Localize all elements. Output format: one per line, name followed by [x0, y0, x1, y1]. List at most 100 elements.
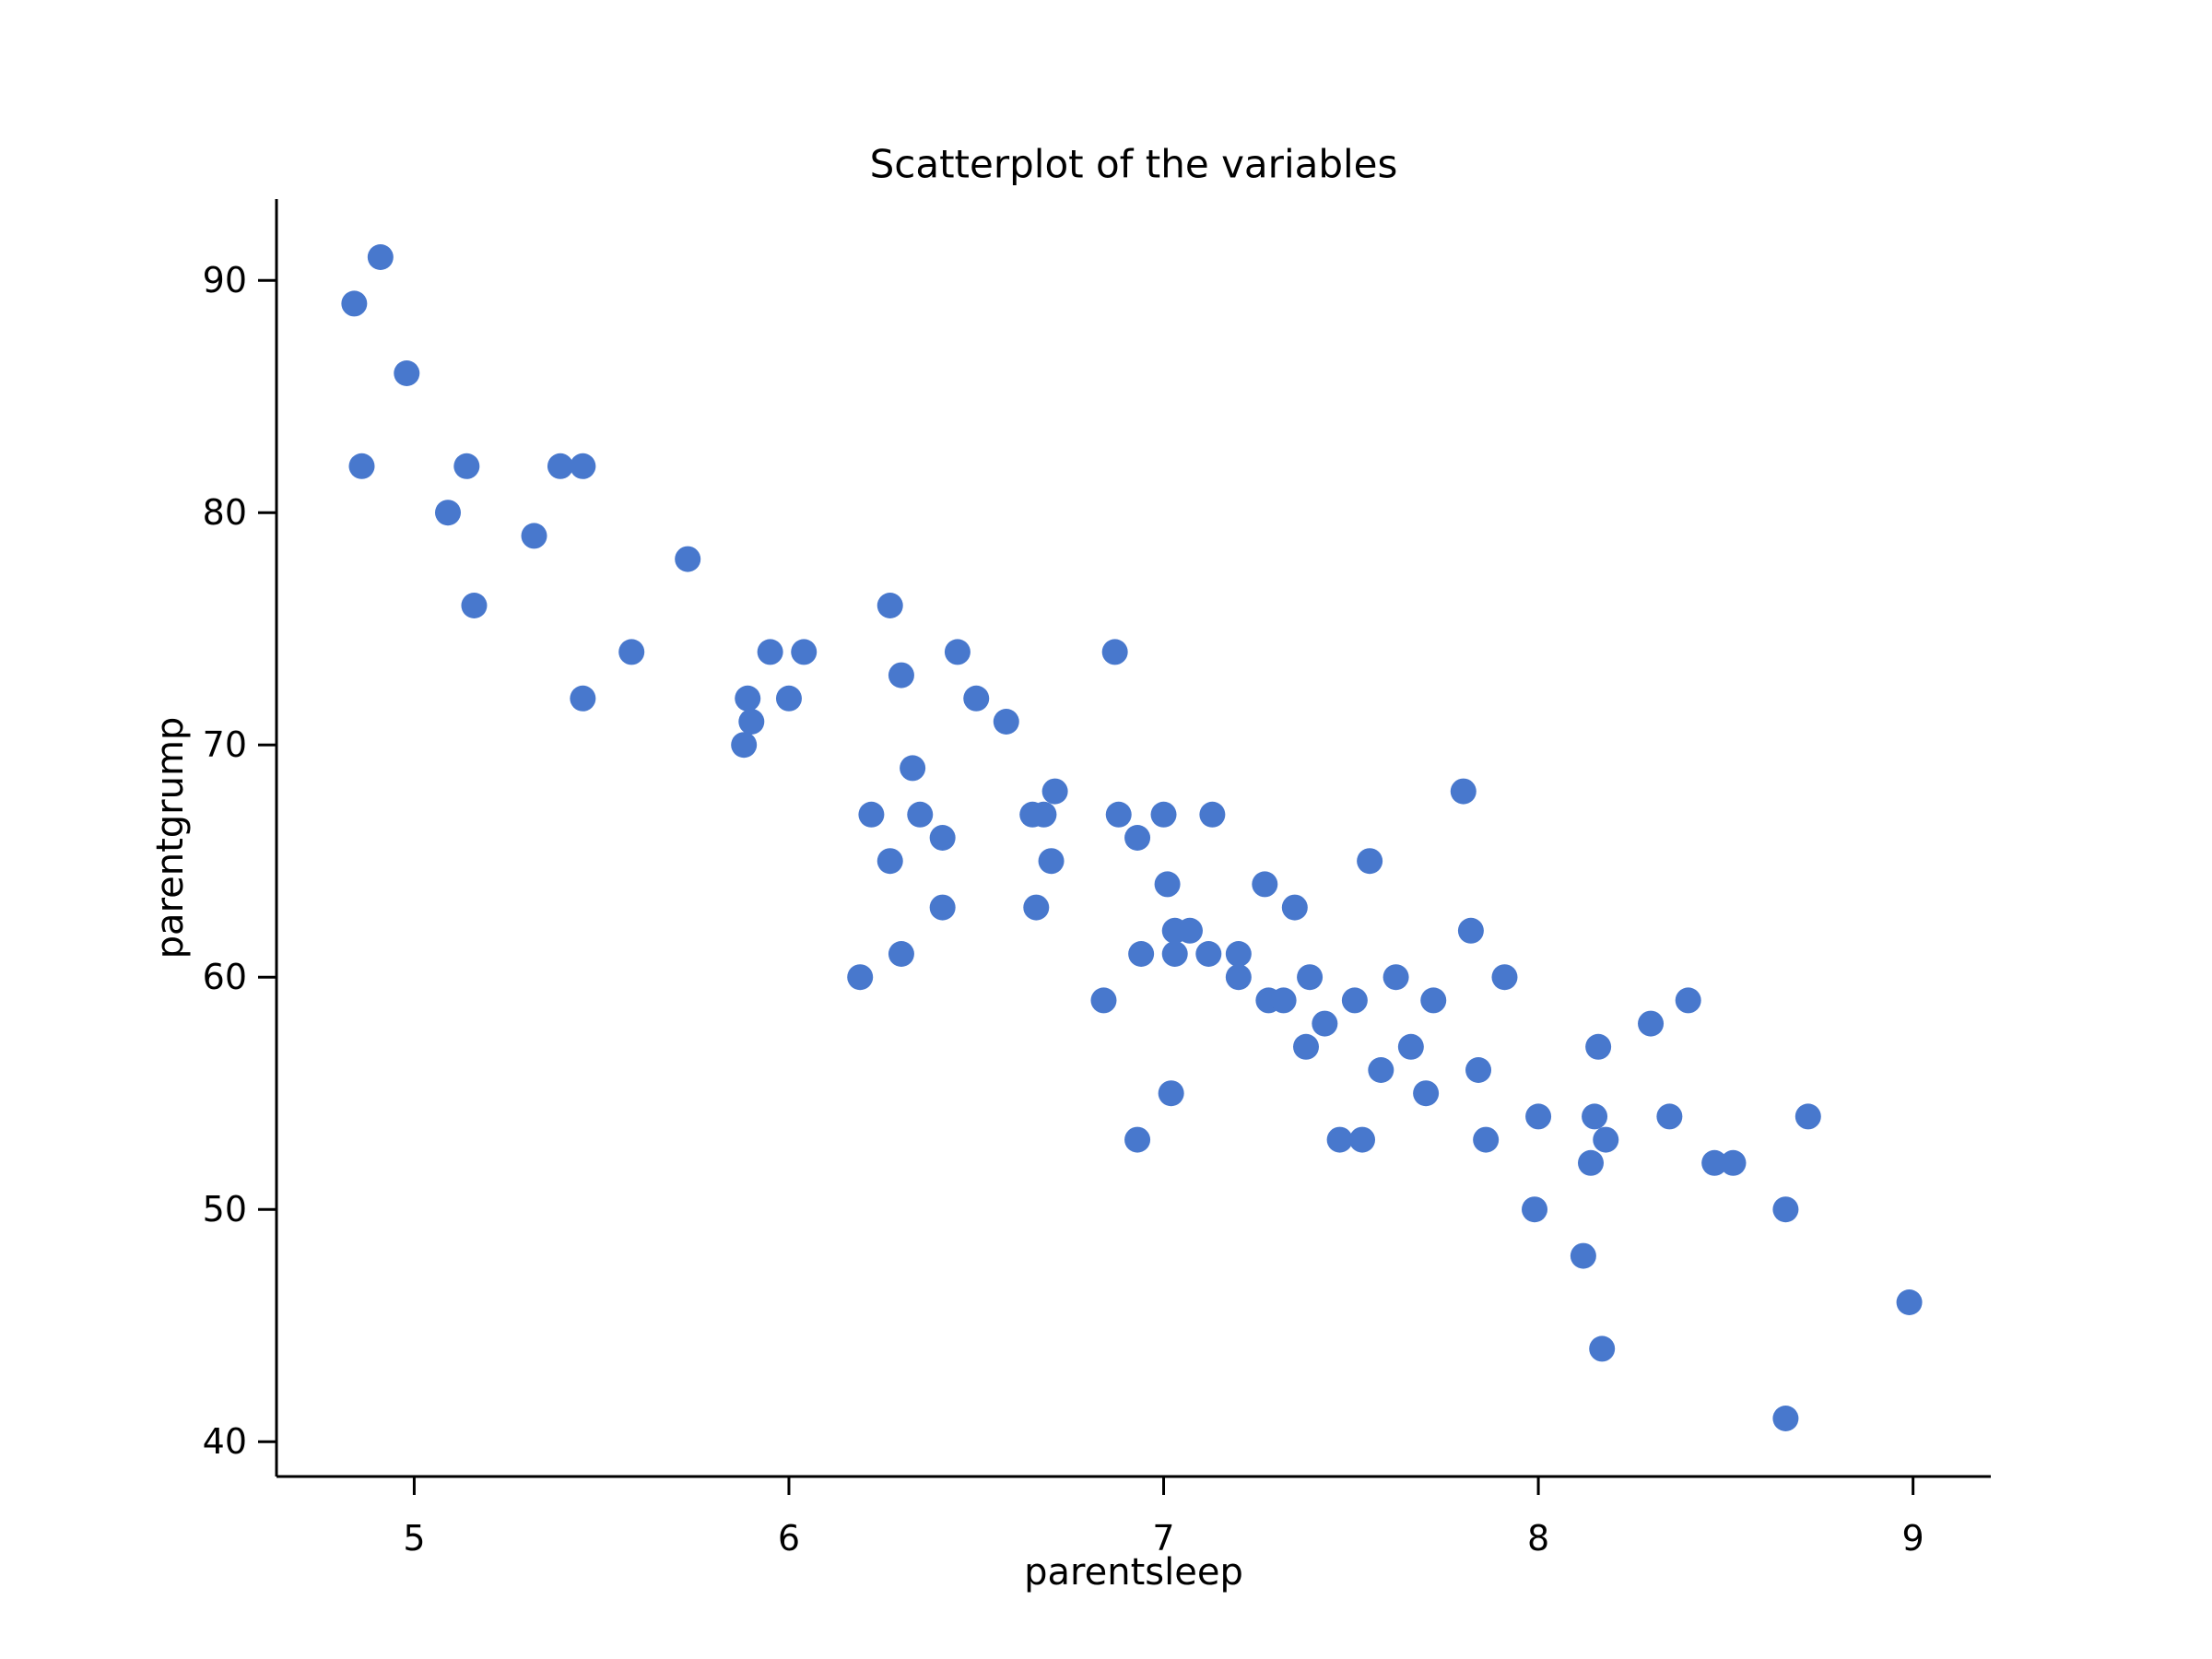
data-point — [735, 685, 761, 712]
x-tick-label: 9 — [1902, 1518, 1924, 1559]
data-point — [1638, 1010, 1665, 1037]
y-tick-label: 90 — [203, 260, 247, 300]
data-point — [847, 964, 874, 991]
data-point — [1124, 1126, 1151, 1153]
data-point — [453, 453, 480, 479]
data-point — [1225, 964, 1252, 991]
x-axis-label: parentsleep — [1024, 1551, 1243, 1594]
x-tick-label: 8 — [1527, 1518, 1549, 1559]
data-point — [1341, 987, 1368, 1014]
data-point — [888, 662, 914, 688]
data-point — [1199, 801, 1226, 828]
data-point — [1794, 1103, 1821, 1130]
x-tick-label: 6 — [778, 1518, 800, 1559]
data-point — [1420, 987, 1447, 1014]
data-point — [1297, 964, 1324, 991]
x-tick-label: 5 — [403, 1518, 425, 1559]
data-point — [1030, 801, 1057, 828]
data-point — [1589, 1335, 1616, 1362]
data-point — [1158, 1080, 1184, 1107]
y-tick-label: 40 — [203, 1421, 247, 1462]
data-point — [1656, 1103, 1683, 1130]
data-point — [461, 593, 488, 618]
data-point — [1896, 1289, 1923, 1315]
data-point — [1349, 1126, 1375, 1153]
data-point — [367, 244, 394, 270]
data-point — [1457, 917, 1484, 944]
data-point — [1161, 941, 1188, 967]
data-point — [907, 801, 934, 828]
data-point — [570, 453, 596, 479]
data-point — [348, 453, 375, 479]
data-point — [1473, 1126, 1500, 1153]
data-point — [929, 894, 956, 921]
data-point — [1124, 825, 1151, 851]
data-point — [877, 593, 903, 618]
data-point — [1154, 871, 1181, 898]
y-tick-label: 60 — [203, 957, 247, 997]
y-axis-label: parentgrump — [149, 716, 192, 959]
data-point — [1090, 987, 1117, 1014]
data-point — [1772, 1196, 1799, 1223]
data-point — [1368, 1057, 1394, 1083]
data-point — [1720, 1149, 1747, 1176]
data-point — [1312, 1010, 1338, 1037]
chart-title: Scatterplot of the variables — [869, 141, 1398, 187]
data-point — [1413, 1080, 1440, 1107]
data-point — [1105, 801, 1132, 828]
data-point — [1023, 894, 1050, 921]
data-point — [791, 639, 818, 665]
data-point — [1150, 801, 1177, 828]
data-point — [929, 825, 956, 851]
data-point — [1176, 917, 1203, 944]
data-point — [1281, 894, 1308, 921]
data-point — [1570, 1242, 1596, 1269]
data-point — [888, 941, 914, 967]
data-point — [1397, 1033, 1424, 1060]
y-tick-label: 70 — [203, 724, 247, 765]
data-point — [1522, 1196, 1548, 1223]
data-point — [1585, 1033, 1612, 1060]
data-point — [521, 523, 547, 549]
data-point — [1525, 1103, 1552, 1130]
data-point — [731, 732, 758, 759]
data-point — [1225, 941, 1252, 967]
data-point — [1101, 639, 1128, 665]
data-point — [1491, 964, 1518, 991]
data-point — [877, 848, 903, 875]
y-tick-label: 80 — [203, 492, 247, 533]
data-point — [1772, 1406, 1799, 1431]
data-point — [1293, 1033, 1320, 1060]
data-point — [547, 453, 573, 479]
data-point — [1357, 848, 1383, 875]
data-point — [1465, 1057, 1492, 1083]
data-point — [675, 546, 701, 572]
data-point — [1041, 778, 1068, 805]
data-point — [1578, 1149, 1604, 1176]
data-point — [1270, 987, 1297, 1014]
data-point — [394, 360, 420, 386]
data-point — [1593, 1126, 1619, 1153]
data-point — [1382, 964, 1409, 991]
data-point — [570, 685, 596, 712]
data-point — [1128, 941, 1155, 967]
data-point — [1450, 778, 1477, 805]
data-point — [944, 639, 971, 665]
data-point — [1195, 941, 1222, 967]
data-point — [963, 685, 990, 712]
data-point — [1252, 871, 1278, 898]
x-tick-label: 7 — [1152, 1518, 1174, 1559]
data-point — [858, 801, 885, 828]
data-point — [738, 709, 765, 735]
data-point — [757, 639, 783, 665]
data-point — [1582, 1103, 1608, 1130]
data-point — [1038, 848, 1065, 875]
data-point — [1701, 1149, 1728, 1176]
data-point — [993, 709, 1019, 735]
y-tick-label: 50 — [203, 1189, 247, 1230]
data-point — [900, 755, 926, 782]
data-point — [618, 639, 645, 665]
data-point — [1675, 987, 1701, 1014]
data-point — [775, 685, 802, 712]
